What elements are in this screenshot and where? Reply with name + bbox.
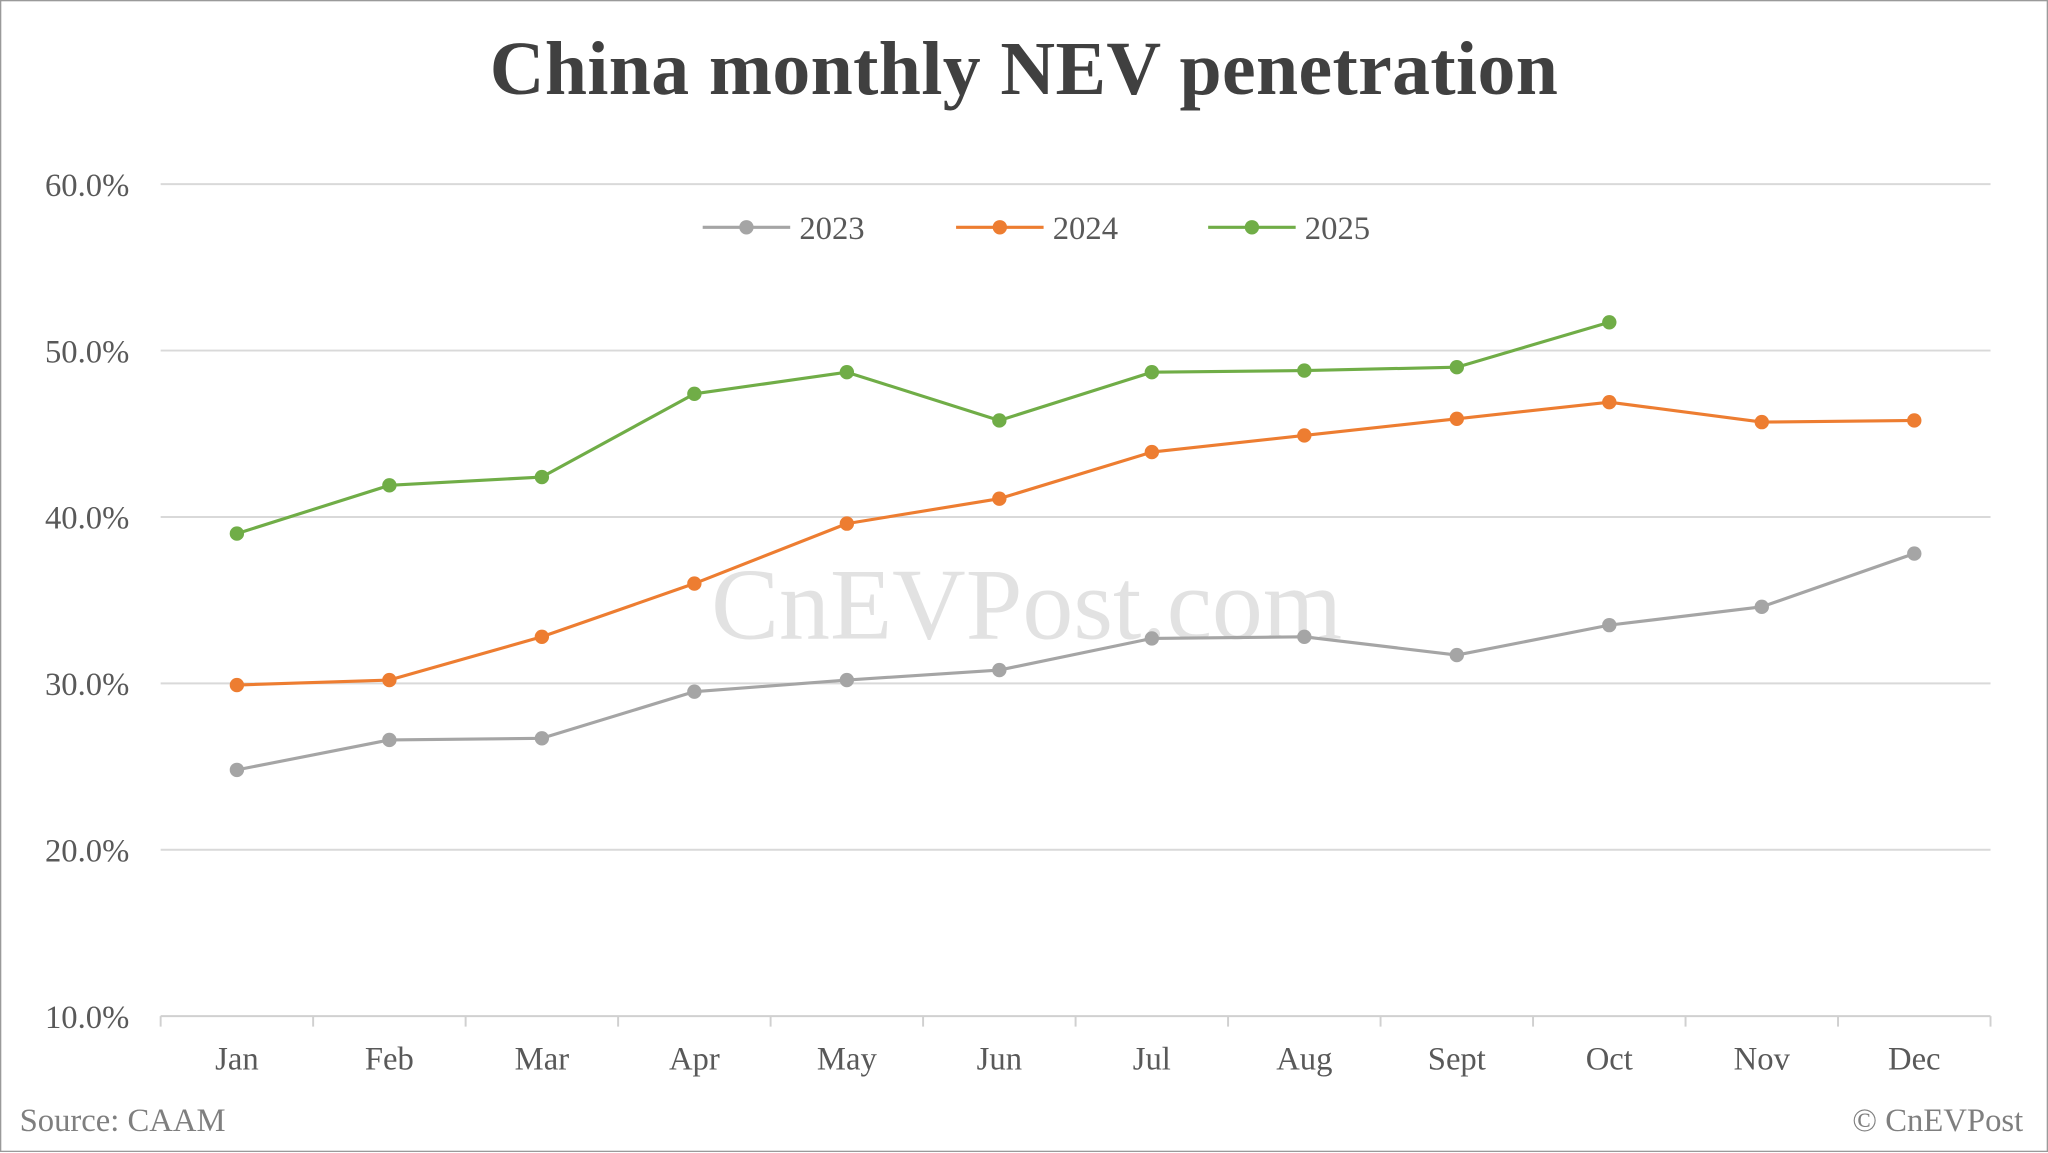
data-point [1907, 413, 1922, 428]
data-point [1449, 360, 1464, 375]
data-point [229, 762, 245, 778]
data-point [534, 731, 550, 746]
data-point [382, 732, 397, 748]
x-tick-label: Sept [1428, 1042, 1486, 1078]
y-tick-label: 50.0% [45, 334, 129, 370]
data-point [534, 629, 550, 644]
data-point [1144, 365, 1160, 380]
legend-item-2023: 2023 [702, 211, 865, 247]
x-tick-label: Aug [1276, 1042, 1332, 1078]
data-point [229, 526, 245, 541]
y-tick-label: 30.0% [45, 667, 129, 703]
legend-marker-icon [1244, 220, 1260, 235]
data-point [1907, 546, 1922, 561]
y-tick-label: 20.0% [45, 834, 129, 870]
data-point [1449, 647, 1464, 663]
data-point [382, 672, 397, 688]
x-axis: Jan Feb Mar Apr May Jun Jul Aug Sept Oct Nov Dec [159, 1015, 1992, 1078]
data-point [839, 516, 855, 531]
chart-title: China monthly NEV penetration [489, 26, 1559, 112]
series-2025 [229, 315, 1617, 541]
series-line [236, 320, 1610, 536]
data-point [382, 478, 397, 493]
data-point [1602, 617, 1617, 633]
x-tick-label: Oct [1586, 1042, 1633, 1078]
y-axis: 10.0% 20.0% 30.0% 40.0% 50.0% 60.0% [45, 168, 129, 1036]
legend-item-2025: 2025 [1208, 211, 1370, 247]
legend-label: 2023 [799, 211, 864, 247]
x-tick-label: Nov [1734, 1042, 1791, 1078]
data-point [1754, 599, 1769, 615]
data-point [534, 469, 550, 485]
data-point [1144, 631, 1160, 646]
source-note: Source: CAAM [19, 1103, 226, 1139]
x-tick-label: Apr [669, 1042, 720, 1078]
legend-label: 2025 [1305, 211, 1370, 247]
x-tick-label: Jul [1133, 1042, 1171, 1078]
data-point [229, 677, 245, 693]
data-point [839, 365, 855, 380]
data-point [687, 576, 702, 591]
y-tick-label: 60.0% [45, 168, 129, 204]
legend-marker-icon [992, 220, 1008, 235]
series-2023 [229, 546, 1922, 778]
data-point [1297, 428, 1312, 443]
legend-item-2024: 2024 [956, 211, 1118, 247]
series-line [236, 552, 1915, 772]
x-tick-label: Jan [215, 1042, 259, 1078]
series-lines [229, 315, 1922, 778]
data-point [1297, 629, 1312, 644]
x-tick-label: Jun [977, 1042, 1022, 1078]
watermark: CnEVPost.com [711, 549, 1342, 662]
x-tick-label: May [817, 1042, 878, 1078]
y-tick-label: 40.0% [45, 501, 129, 537]
x-tick-label: Feb [365, 1042, 414, 1078]
data-point [1754, 414, 1769, 430]
series-line [236, 400, 1915, 687]
data-point [1602, 315, 1617, 330]
x-tick-label: Mar [515, 1042, 570, 1078]
data-point [1449, 411, 1464, 426]
data-point [839, 672, 855, 688]
y-tick-label: 10.0% [45, 1000, 129, 1036]
data-point [687, 684, 702, 699]
series-2024 [229, 394, 1922, 693]
data-point [992, 662, 1007, 678]
copyright-note: © CnEVPost [1852, 1103, 2024, 1139]
data-point [992, 413, 1007, 428]
data-point [687, 386, 702, 402]
gridlines [160, 183, 1991, 851]
x-tick-label: Dec [1888, 1042, 1941, 1078]
legend-marker-icon [739, 220, 754, 235]
legend-label: 2024 [1053, 211, 1118, 247]
data-point [1297, 363, 1312, 378]
legend: 2023 2024 2025 [702, 211, 1370, 247]
data-point [1602, 394, 1617, 410]
data-point [992, 491, 1007, 506]
data-point [1144, 444, 1160, 460]
